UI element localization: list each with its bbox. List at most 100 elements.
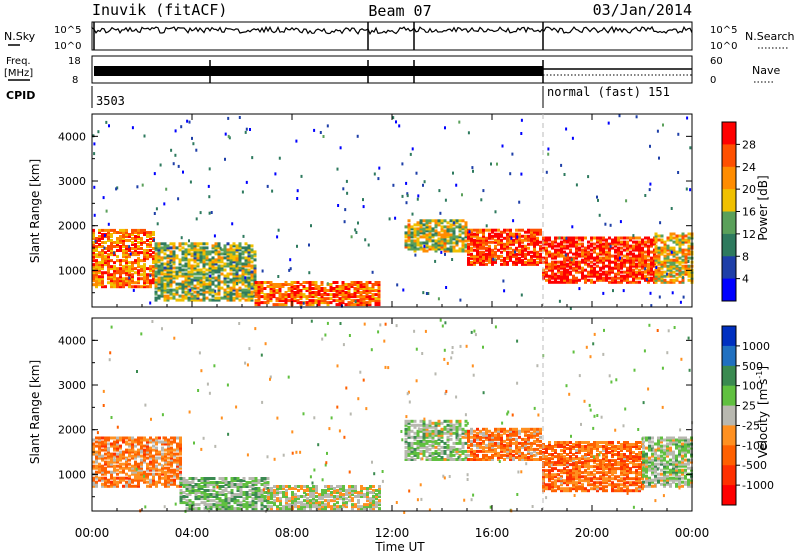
velocity-cell-r1	[218, 507, 222, 511]
power-cell-r5	[554, 244, 557, 248]
power-cell-r1	[211, 244, 215, 248]
power-cell-r4	[524, 246, 527, 250]
power-cell-r0	[131, 231, 134, 234]
power-cell-r6	[681, 250, 685, 254]
power-cell-r1	[241, 270, 245, 274]
velocity-cell-r0	[164, 466, 167, 470]
power-cell-r2	[314, 295, 318, 299]
power-cell-r0	[146, 239, 149, 242]
power-cell-r2	[278, 289, 282, 292]
velocity-cell-r1	[188, 491, 192, 494]
power-cell-r4	[506, 262, 509, 266]
velocity-cell-r1	[209, 505, 213, 509]
power-cell-r2	[317, 287, 321, 290]
power-cell-r5	[569, 264, 572, 268]
power-cell-r0	[140, 241, 143, 244]
power-cell-r0	[143, 275, 146, 279]
velocity-cell-r2	[342, 495, 345, 498]
power-cell-r5	[545, 250, 548, 254]
power-cell-r3	[416, 243, 420, 247]
velocity-cell-r0	[170, 448, 173, 452]
power-cell-r1	[169, 246, 173, 250]
velocity-cell-r3	[404, 431, 408, 435]
power-cell-r5	[545, 246, 548, 250]
power-cell-r1	[226, 262, 230, 266]
power-cell-r6	[675, 258, 679, 262]
velocity-cell-r0	[122, 440, 125, 444]
velocity-cell-r0	[107, 462, 110, 466]
velocity-cell-r2	[321, 495, 324, 498]
velocity-cell-r1	[230, 493, 234, 496]
velocity-cell-r3	[449, 433, 453, 437]
velocity-cell-r0	[110, 472, 113, 476]
power-cell-r1	[163, 288, 167, 292]
power-cell-r2	[329, 293, 333, 297]
power-cell-r4	[482, 252, 485, 256]
velocity-cell-r4	[494, 449, 497, 453]
power-cell-r3	[458, 239, 462, 243]
power-cell-r3	[446, 227, 450, 231]
power-cell-r5	[557, 260, 560, 264]
power-cell-r6	[654, 276, 658, 280]
power-cell-r0	[125, 277, 128, 281]
power-cell-r1	[184, 284, 188, 288]
power-cell-r1	[235, 270, 239, 274]
velocity-cell-r2	[324, 507, 327, 511]
velocity-cell-r3	[440, 433, 444, 437]
power-cell-r1	[214, 278, 218, 282]
velocity-cell-r0	[137, 454, 140, 458]
power-cell-r5	[617, 264, 620, 268]
power-cell-r4	[479, 254, 482, 258]
power-cell-r3	[452, 247, 456, 251]
velocity-cell-r0	[140, 454, 143, 458]
velocity-cell-r0	[143, 448, 146, 452]
power-cell-r3	[422, 247, 426, 251]
power-cell-r5	[641, 256, 644, 260]
power-cell-r1	[247, 298, 251, 302]
velocity-cell-r3	[404, 449, 408, 453]
power-cell-r5	[647, 250, 650, 254]
power-cell-r4	[515, 254, 518, 258]
power-cell-r5	[578, 254, 581, 258]
power-cell-r1	[241, 294, 245, 298]
power-cell-r2	[290, 297, 294, 301]
power-cell-r5	[587, 272, 590, 276]
velocity-cell-r2	[324, 485, 327, 488]
velocity-cell-r3	[437, 453, 441, 457]
power-cell-r2	[371, 293, 375, 297]
power-cell-r2	[350, 303, 354, 307]
velocity-cell-r0	[167, 438, 170, 442]
power-cell-r1	[223, 282, 227, 286]
power-scatter-cell	[685, 187, 688, 191]
power-cell-r5	[620, 240, 623, 244]
velocity-cell-r4	[515, 433, 518, 437]
velocity-cell-r0	[122, 476, 125, 480]
power-cell-r5	[602, 270, 605, 274]
velocity-cell-r1	[200, 491, 204, 494]
power-cell-r4	[485, 254, 488, 258]
velocity-cell-r1	[266, 487, 270, 490]
power-cell-r1	[226, 298, 230, 302]
power-cell-r1	[235, 250, 239, 254]
power-cell-r5	[614, 242, 617, 246]
velocity-cell-r2	[354, 489, 357, 492]
power-cell-r0	[92, 265, 95, 269]
power-cell-r3	[449, 249, 453, 253]
power-cell-r1	[175, 254, 179, 258]
velocity-cell-r1	[191, 491, 195, 494]
velocity-cell-r1	[230, 479, 234, 482]
power-cell-r0	[134, 243, 137, 246]
velocity-cell-r1	[257, 487, 261, 490]
velocity-cell-r2	[345, 489, 348, 492]
power-cell-r5	[587, 270, 590, 274]
power-cell-r5	[572, 252, 575, 256]
power-cell-r5	[617, 256, 620, 260]
power-cell-r1	[232, 292, 236, 296]
power-cell-r1	[157, 252, 161, 256]
power-cell-r5	[617, 268, 620, 272]
power-cell-r1	[154, 272, 158, 276]
power-cell-r6	[657, 278, 661, 282]
power-cell-r0	[107, 271, 110, 275]
power-cell-r5	[578, 266, 581, 270]
power-cell-r5	[629, 272, 632, 276]
